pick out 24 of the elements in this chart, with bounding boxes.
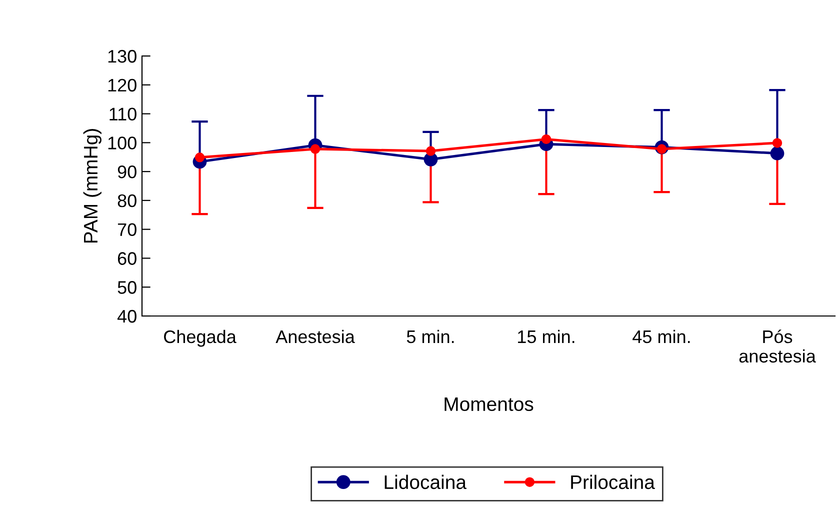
point: [426, 146, 436, 156]
x-tick-label: Anestesia: [276, 330, 355, 344]
legend-label: Lidocaina: [384, 474, 466, 490]
y-tick-label: 110: [110, 108, 136, 120]
y-tick-label: 90: [118, 165, 136, 178]
y-axis-title: PAM (mmHg): [83, 129, 102, 243]
x-tick-label: 5 min.: [406, 330, 454, 344]
point: [772, 138, 782, 148]
x-tick-label: Chegada: [164, 330, 236, 347]
y-tick-label: 60: [118, 252, 136, 265]
y-tick-label: 40: [117, 310, 136, 323]
x-tick-label: Pós anestesia: [739, 330, 816, 363]
y-tick-label: 70: [118, 223, 136, 236]
legend-label: Prilocaina: [571, 474, 655, 490]
x-axis-title: Momentos: [444, 397, 534, 412]
y-tick-label: 130: [108, 50, 136, 63]
y-tick-label: 50: [118, 281, 136, 294]
x-tick-label: 15 min.: [518, 330, 574, 344]
point: [770, 146, 784, 160]
x-tick-label: 45 min.: [632, 330, 690, 344]
y-tick-label: 80: [118, 194, 136, 208]
y-tick-label: 120: [108, 78, 136, 92]
y-tick-label: 100: [108, 136, 136, 150]
point: [541, 134, 552, 144]
